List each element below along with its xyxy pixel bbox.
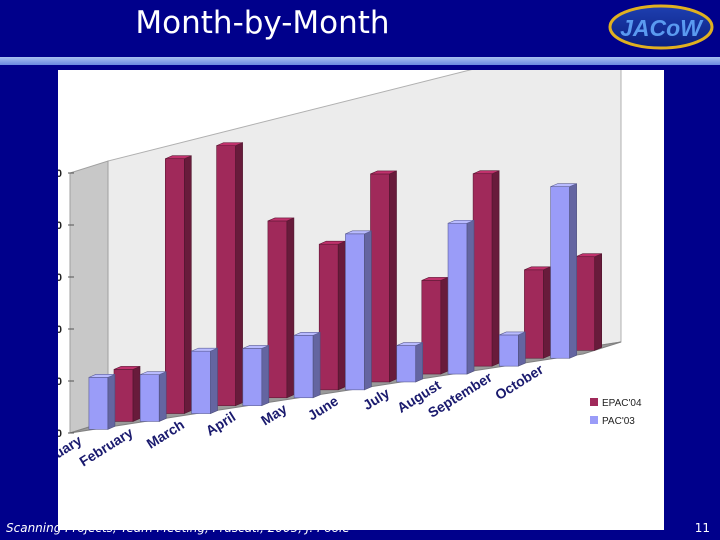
bar-pac03-july (396, 342, 424, 383)
legend-label: EPAC'04 (602, 398, 642, 409)
bar-pac03-january (88, 373, 116, 430)
bar-epac04-january-front (113, 369, 134, 422)
bar-epac04-june (370, 170, 397, 383)
bar-epac04-september (524, 266, 551, 359)
bar-pac03-april-side (261, 344, 270, 407)
bar-epac04-april-side (286, 217, 295, 399)
legend-swatch (590, 398, 598, 406)
footer-citation: Scanning Projects, Team Meeting, Frascat… (6, 521, 350, 535)
y-tick-label: 500 (58, 376, 62, 388)
bar-epac04-september-front (524, 269, 544, 359)
chart-area: 05001000150020002500JanuaryFebruaryMarch… (58, 70, 664, 530)
bar-pac03-july-front (396, 345, 417, 383)
bar-pac03-february-top (140, 371, 167, 375)
bar-epac04-august-front (472, 173, 493, 367)
bar-epac04-february (165, 155, 192, 414)
bar-pac03-april (242, 344, 270, 407)
bar-epac04-may (318, 240, 346, 391)
bar-epac04-march (216, 142, 243, 407)
bar-epac04-february-side (184, 155, 192, 414)
bar-pac03-september-front (499, 334, 519, 367)
bar-pac03-february-side (158, 371, 167, 422)
bar-epac04-january (113, 365, 141, 422)
bar-epac04-june-top (370, 170, 397, 175)
bar-pac03-may (293, 331, 321, 399)
bar-epac04-may-front (318, 243, 339, 391)
bar-pac03-august (447, 219, 475, 375)
bar-epac04-march-top (216, 142, 243, 146)
bar-epac04-october-top (575, 253, 602, 258)
logo-text: JACoW (620, 15, 704, 41)
bar-pac03-october-front (550, 186, 570, 359)
page-number: 11 (694, 521, 710, 535)
bar-epac04-july (421, 276, 449, 375)
bar-pac03-june-front (345, 233, 365, 391)
bar-pac03-october (550, 183, 577, 359)
bar-pac03-march-top (191, 347, 218, 352)
jacow-logo: JACoW (608, 4, 714, 50)
y-tick-label: 0 (58, 428, 62, 440)
bar-pac03-october-side (569, 183, 577, 359)
bar-epac04-october-side (594, 253, 603, 351)
bar-epac04-june-front (370, 173, 390, 383)
y-tick-label: 1000 (58, 324, 62, 336)
bar-epac04-october (575, 253, 603, 351)
legend-label: PAC'03 (602, 416, 635, 427)
title-rule (0, 57, 720, 65)
bar-pac03-september-top (499, 331, 526, 336)
bar-pac03-april-top (242, 345, 269, 349)
bar-epac04-january-top (113, 366, 141, 370)
bar-epac04-march-front (216, 145, 236, 406)
bar-epac04-april (267, 217, 295, 399)
bar-pac03-august-side (466, 219, 475, 375)
bar-pac03-february-front (139, 374, 160, 422)
y-tick-label: 2500 (58, 168, 62, 180)
bar-epac04-april-top (267, 217, 295, 222)
slide-title: Month-by-Month (135, 5, 390, 41)
bar-epac04-june-side (389, 170, 397, 383)
bar-epac04-july-front (421, 280, 442, 375)
bar-pac03-april-front (242, 348, 263, 406)
bar-pac03-august-top (447, 219, 475, 224)
bar-pac03-october-top (550, 183, 577, 187)
bar-pac03-may-top (294, 332, 321, 336)
bar-pac03-july-top (396, 342, 423, 346)
y-tick-label: 2000 (58, 220, 62, 232)
bar-pac03-june-side (364, 230, 372, 391)
bar-pac03-june-top (345, 230, 372, 235)
bar-pac03-january-front (88, 377, 109, 430)
bar-pac03-may-front (293, 335, 314, 399)
bar-pac03-january-top (88, 374, 116, 378)
bar-pac03-march-front (191, 350, 211, 414)
bar-epac04-august (472, 170, 500, 367)
bar-epac04-august-side (491, 170, 500, 367)
bar-epac04-august-top (472, 170, 500, 175)
bar-pac03-september (499, 331, 526, 367)
bar-pac03-february (139, 371, 167, 422)
bar-epac04-april-front (267, 220, 288, 399)
bar-pac03-may-side (312, 331, 321, 399)
bar-epac04-october-front (575, 256, 596, 351)
bar-epac04-september-side (543, 266, 551, 359)
bar-epac04-july-side (440, 276, 449, 375)
bar-epac04-february-top (165, 155, 192, 160)
bar-pac03-june (345, 230, 372, 391)
bar-pac03-january-side (107, 373, 116, 430)
bar-pac03-march-side (210, 347, 218, 415)
bar-chart: 05001000150020002500JanuaryFebruaryMarch… (58, 70, 642, 474)
bar-pac03-august-front (447, 222, 468, 375)
bar-pac03-september-side (518, 331, 526, 367)
bar-pac03-july-side (415, 342, 424, 383)
bar-epac04-march-side (235, 142, 243, 407)
legend-swatch (590, 416, 598, 424)
bar-epac04-january-side (132, 365, 141, 422)
y-tick-label: 1500 (58, 272, 62, 284)
bar-pac03-march (191, 347, 218, 415)
bar-epac04-february-front (165, 158, 185, 414)
bar-epac04-may-side (337, 240, 346, 391)
